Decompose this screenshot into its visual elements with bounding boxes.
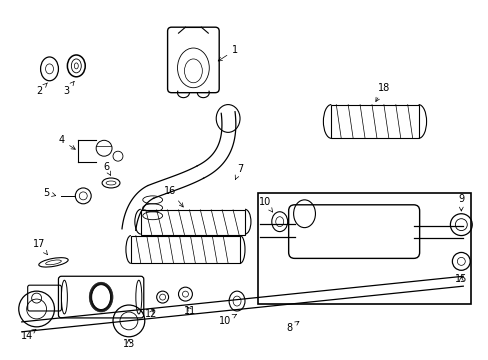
Text: 10: 10 — [258, 197, 272, 212]
Bar — [257, 193, 470, 304]
Text: 4: 4 — [58, 135, 75, 149]
Bar — [131, 235, 240, 264]
Text: 10: 10 — [219, 314, 236, 326]
Bar — [331, 105, 418, 138]
Text: 7: 7 — [235, 164, 243, 180]
Text: 16: 16 — [164, 186, 183, 207]
Text: 13: 13 — [122, 339, 135, 349]
Text: 6: 6 — [103, 162, 110, 175]
Text: 17: 17 — [33, 239, 47, 255]
Text: 8: 8 — [286, 321, 298, 333]
Text: 12: 12 — [144, 309, 157, 319]
Text: 5: 5 — [43, 188, 56, 198]
Text: 9: 9 — [457, 194, 464, 211]
Text: 14: 14 — [20, 329, 36, 341]
Text: 2: 2 — [37, 83, 47, 96]
Text: 3: 3 — [63, 81, 74, 96]
Text: 1: 1 — [218, 45, 238, 61]
Bar — [141, 210, 244, 235]
Text: 11: 11 — [184, 306, 196, 316]
Text: 18: 18 — [375, 83, 389, 102]
Text: 15: 15 — [454, 274, 467, 284]
